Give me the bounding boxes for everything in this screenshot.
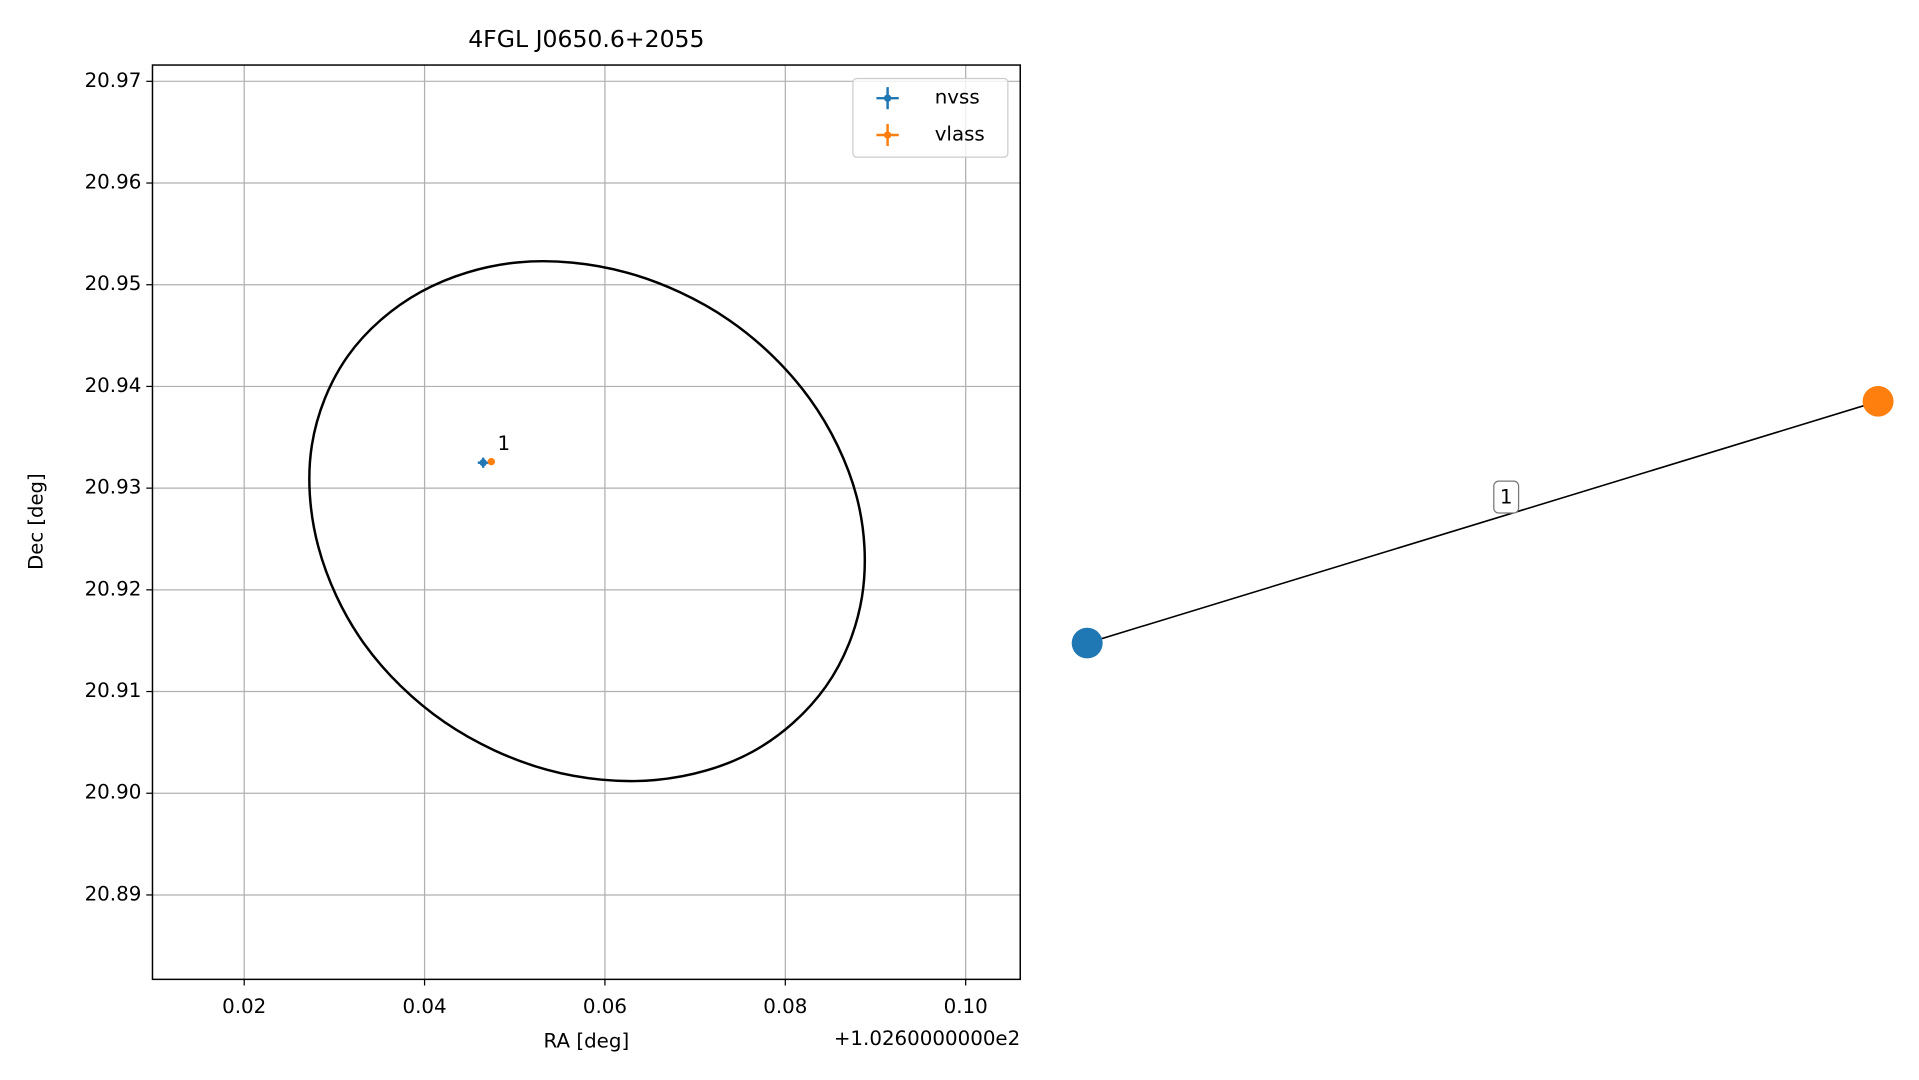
y-tick-label: 20.90 [85,781,142,804]
point [479,459,487,467]
legend-label: vlass [935,123,985,146]
x-offset-label: +1.0260000000e2 [834,1027,1020,1050]
y-tick-label: 20.89 [85,883,142,906]
x-axis-label: RA [deg] [544,1030,630,1053]
point [487,458,496,466]
plot-frame [151,64,1021,981]
edge-label-box [1493,480,1520,514]
y-tick-label: 20.95 [85,272,142,295]
error-ellipse [308,260,867,783]
chart-title: 4FGL J0650.6+2055 [468,25,704,53]
legend-label: nvss [935,86,980,109]
annotation: 1 [498,432,511,455]
node [1071,627,1103,659]
y-axis-label: Dec [deg] [25,473,48,569]
y-tick-label: 20.91 [85,679,142,702]
y-tick-label: 20.96 [85,171,142,194]
x-tick-label: 0.10 [944,995,988,1018]
x-tick-label: 0.06 [583,995,627,1018]
legend-marker [883,131,892,139]
y-tick-label: 20.92 [85,577,142,600]
x-tick-label: 0.04 [403,995,447,1018]
y-tick-label: 20.94 [85,374,142,397]
edge [1086,400,1879,644]
y-tick-label: 20.93 [85,476,142,499]
x-tick-label: 0.08 [763,995,807,1018]
node [1862,385,1894,417]
legend-marker [883,94,892,102]
y-tick-label: 20.97 [85,69,142,92]
edge-label: 1 [1500,486,1513,509]
x-tick-label: 0.02 [222,995,266,1018]
